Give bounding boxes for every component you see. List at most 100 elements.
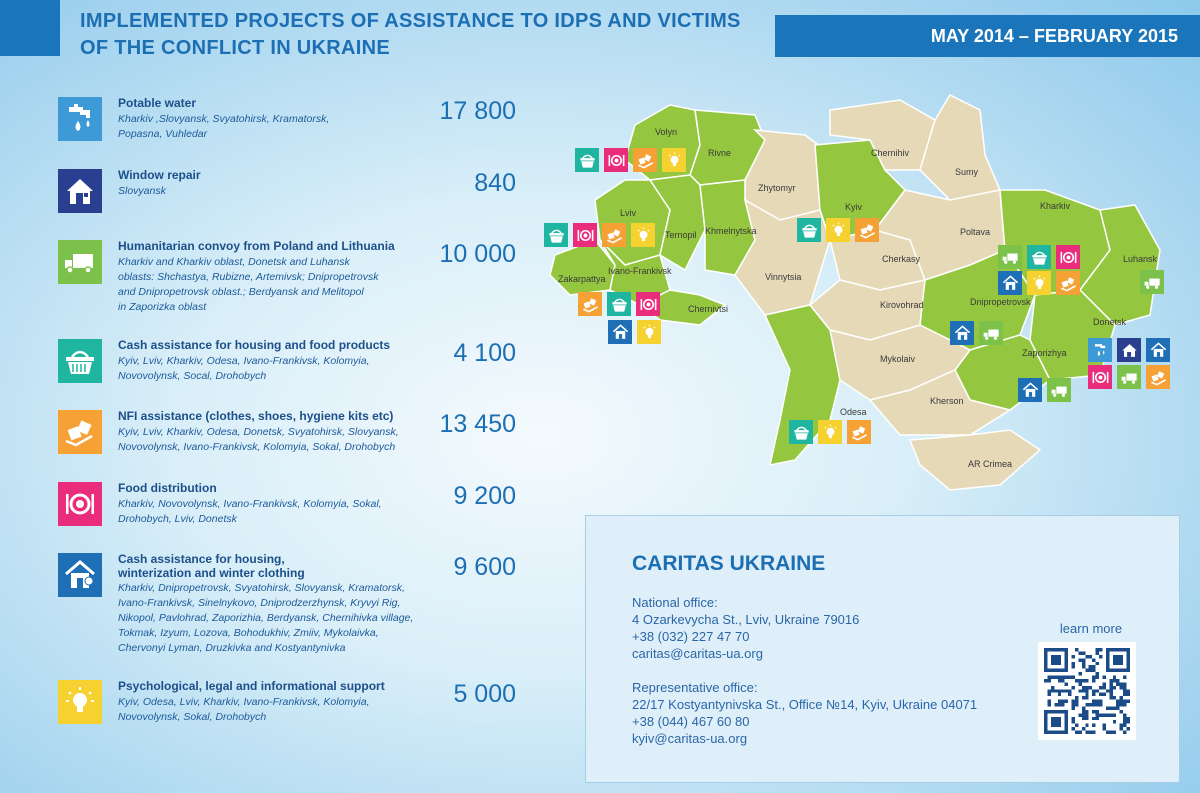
shelter-icon xyxy=(950,321,974,345)
map-label-kyiv: Kyiv xyxy=(845,202,863,212)
boxes-icon xyxy=(1146,365,1170,389)
lightbulb-icon xyxy=(818,420,842,444)
project-locations: Kharkiv, Dnipropetrovsk, Svyatohirsk, Sl… xyxy=(118,582,414,654)
plate-icon xyxy=(636,292,660,316)
truck-icon xyxy=(979,321,1003,345)
house-repair-icon xyxy=(58,169,102,213)
national-office-address: 4 Ozarkevycha St., Lviv, Ukraine 79016 xyxy=(632,612,860,627)
project-locations: Kharkiv and Kharkiv oblast, Donetsk and … xyxy=(118,256,379,313)
boxes-icon xyxy=(847,420,871,444)
plate-icon xyxy=(1056,245,1080,269)
map-label-lviv: Lviv xyxy=(620,208,637,218)
shelter-icon xyxy=(1146,338,1170,362)
water-tap-icon xyxy=(58,97,102,141)
truck-icon xyxy=(1140,270,1164,294)
truck-icon xyxy=(998,245,1022,269)
national-office-email[interactable]: caritas@caritas-ua.org xyxy=(632,646,763,661)
project-title: Cash assistance for housing, winterizati… xyxy=(118,552,305,580)
region-chernihiv xyxy=(829,99,936,171)
contact-panel: CARITAS UKRAINE National office: 4 Ozark… xyxy=(585,515,1180,783)
project-title: Psychological, legal and informational s… xyxy=(118,679,385,693)
water-tap-icon xyxy=(1088,338,1112,362)
basket-icon xyxy=(789,420,813,444)
map-label-zakarpattya: Zakarpattya xyxy=(558,274,606,284)
lightbulb-icon xyxy=(58,680,102,724)
basket-icon xyxy=(1027,245,1051,269)
lightbulb-icon xyxy=(637,320,661,344)
map-label-mykolaiv: Mykolaiv xyxy=(880,354,916,364)
map-label-volyn: Volyn xyxy=(655,127,677,137)
representative-office-label: Representative office: xyxy=(632,680,758,695)
boxes-icon xyxy=(58,410,102,454)
project-locations: Kyiv, Lviv, Kharkiv, Odesa, Ivano-Franki… xyxy=(118,355,370,382)
map-label-chernivtsi: Chernivtsi xyxy=(688,304,728,314)
truck-icon xyxy=(1117,365,1141,389)
shelter-icon xyxy=(58,553,102,597)
qr-code[interactable] xyxy=(1038,642,1136,740)
project-count: 9 600 xyxy=(453,553,516,581)
basket-icon xyxy=(797,218,821,242)
region-sumy xyxy=(919,94,1002,201)
plate-icon xyxy=(604,148,628,172)
project-locations: Kharkiv ,Slovyansk, Svyatohirsk, Kramato… xyxy=(118,113,330,140)
project-row-window-repair: Window repair Slovyansk 840 xyxy=(58,168,518,215)
lightbulb-icon xyxy=(631,223,655,247)
project-count: 17 800 xyxy=(439,97,516,125)
learn-more-label: learn more xyxy=(1059,621,1123,636)
basket-icon xyxy=(544,223,568,247)
plate-icon xyxy=(1088,365,1112,389)
lightbulb-icon xyxy=(662,148,686,172)
map-label-cherkasy: Cherkasy xyxy=(882,254,921,264)
project-row-support: Psychological, legal and informational s… xyxy=(58,679,518,726)
project-locations: Kyiv, Lviv, Kharkiv, Odesa, Donetsk, Svy… xyxy=(118,426,399,453)
project-count: 5 000 xyxy=(453,680,516,708)
project-title: NFI assistance (clothes, shoes, hygiene … xyxy=(118,409,394,423)
map-label-kherson: Kherson xyxy=(930,396,964,406)
basket-icon xyxy=(575,148,599,172)
map-label-ivano-frankivsk: Ivano-Frankivsk xyxy=(608,266,672,276)
region-ternopil xyxy=(648,174,706,272)
project-row-cash-food: Cash assistance for housing and food pro… xyxy=(58,338,518,385)
project-title: Cash assistance for housing and food pro… xyxy=(118,338,391,352)
lightbulb-icon xyxy=(1027,271,1051,295)
project-row-nfi: NFI assistance (clothes, shoes, hygiene … xyxy=(58,409,518,456)
basket-icon xyxy=(607,292,631,316)
map-label-poltava: Poltava xyxy=(960,227,990,237)
plate-icon xyxy=(573,223,597,247)
map-label-vinnytsia: Vinnytsia xyxy=(765,272,801,282)
project-count: 4 100 xyxy=(453,339,516,367)
project-locations: Slovyansk xyxy=(118,185,166,197)
map-label-zaporizhya: Zaporizhya xyxy=(1022,348,1067,358)
national-office-phone: +38 (032) 227 47 70 xyxy=(632,629,750,644)
project-row-winterization: Cash assistance for housing, winterizati… xyxy=(58,552,518,663)
map-label-ar-crimea: AR Crimea xyxy=(968,459,1012,469)
national-office-label: National office: xyxy=(632,595,718,610)
project-title: Window repair xyxy=(118,168,201,182)
map-label-kharkiv: Kharkiv xyxy=(1040,201,1071,211)
project-count: 9 200 xyxy=(453,482,516,510)
map-label-odesa: Odesa xyxy=(840,407,867,417)
project-locations: Kyiv, Odesa, Lviv, Kharkiv, Ivano-Franki… xyxy=(118,696,370,723)
house-repair-icon xyxy=(1117,338,1141,362)
project-count: 13 450 xyxy=(439,410,516,438)
map-label-ternopil: Ternopil xyxy=(665,230,697,240)
map-label-khmelnytska: Khmelnytska xyxy=(705,226,757,236)
plate-icon xyxy=(58,482,102,526)
map-label-zhytomyr: Zhytomyr xyxy=(758,183,796,193)
project-row-water: Potable water Kharkiv ,Slovyansk, Svyato… xyxy=(58,96,518,157)
map-label-luhansk: Luhansk xyxy=(1123,254,1158,264)
map-label-chernihiv: Chernihiv xyxy=(871,148,910,158)
map-label-rivne: Rivne xyxy=(708,148,731,158)
shelter-icon xyxy=(998,271,1022,295)
representative-office-email[interactable]: kyiv@caritas-ua.org xyxy=(632,731,748,746)
project-title: Potable water xyxy=(118,96,197,110)
boxes-icon xyxy=(855,218,879,242)
region-luhansk xyxy=(1079,204,1161,326)
project-locations: Kharkiv, Novovolynsk, Ivano-Frankivsk, K… xyxy=(118,498,382,525)
project-count: 10 000 xyxy=(439,240,516,268)
map-label-dnipropetrovsk: Dnipropetrovsk xyxy=(970,297,1031,307)
boxes-icon xyxy=(578,292,602,316)
project-title: Food distribution xyxy=(118,481,217,495)
map-label-kirovohrad: Kirovohrad xyxy=(880,300,924,310)
header-accent-bar xyxy=(0,0,60,56)
